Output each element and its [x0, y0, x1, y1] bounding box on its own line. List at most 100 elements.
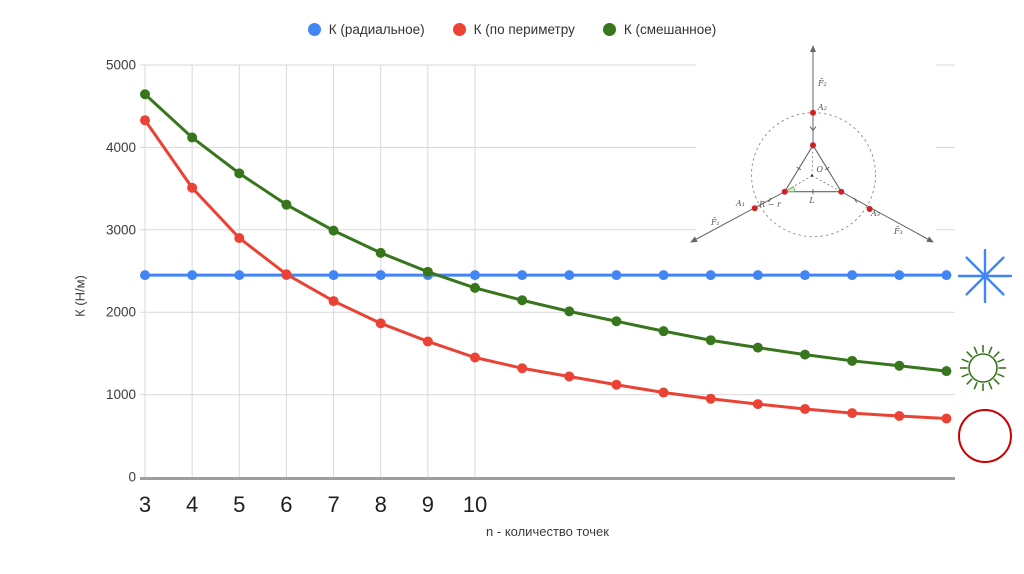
series-line-2 [143, 93, 947, 373]
data-point [234, 270, 245, 281]
data-point [611, 379, 622, 390]
y-tick-label: 0 [128, 470, 136, 485]
data-point [705, 270, 716, 281]
center-dot [810, 174, 814, 177]
data-point [564, 371, 575, 382]
data-point [894, 360, 905, 371]
svg-text:F̄₁: F̄₁ [710, 218, 720, 227]
data-point [752, 399, 763, 410]
data-point [281, 199, 292, 210]
data-point [470, 352, 480, 363]
data-point [140, 115, 150, 126]
data-point [422, 336, 433, 347]
data-point [328, 270, 339, 281]
sun-shape [960, 345, 1006, 391]
data-point [564, 270, 575, 281]
sun-ray [961, 358, 969, 363]
sun-ray [966, 378, 973, 385]
x-tick-label: 4 [186, 492, 198, 517]
data-point [941, 413, 952, 424]
data-point [187, 182, 198, 193]
diagram-background [696, 38, 936, 252]
x-axis-title: n - количество точек [486, 524, 609, 539]
chart-legend: К (радиальное) К (по периметру К (смешан… [0, 22, 1024, 37]
sun-ray [961, 373, 969, 378]
data-point [894, 270, 905, 281]
y-tick-label: 2000 [106, 305, 136, 320]
data-point [140, 270, 150, 281]
data-point [517, 295, 528, 306]
data-point [470, 270, 480, 281]
x-tick-label: 8 [375, 492, 387, 517]
data-point [800, 404, 810, 415]
data-point [470, 282, 480, 293]
svg-text:L: L [808, 196, 814, 205]
data-point [234, 233, 245, 244]
data-point [752, 342, 763, 353]
legend-item-mixed: К (смешанное) [602, 22, 716, 37]
data-point [328, 225, 339, 236]
x-tick-label: 10 [463, 492, 487, 517]
data-point [847, 270, 858, 281]
data-point [847, 355, 858, 366]
segment-ticks [768, 126, 858, 203]
x-tick-label: 7 [327, 492, 339, 517]
y-tick-label: 1000 [106, 387, 136, 402]
data-point [375, 247, 386, 258]
svg-text:A₁: A₁ [735, 199, 745, 208]
data-point [234, 168, 245, 179]
data-point [375, 318, 386, 329]
data-point [705, 393, 716, 404]
series-line-1 [143, 119, 947, 420]
legend-item-perimeter: К (по периметру [452, 22, 575, 37]
data-point [658, 270, 669, 281]
data-point [611, 316, 622, 327]
mixed-arrangement-icon [960, 345, 1006, 391]
data-point [375, 270, 386, 281]
y-tick-label: 5000 [106, 58, 136, 73]
data-point [800, 270, 810, 281]
radii-dashed [784, 145, 842, 193]
spring-geometry-diagram: F̄₂ A₂ O L R − r A₁ F̄₁ A₃ F̄₃ [690, 38, 936, 252]
sun-ray [973, 346, 978, 354]
svg-text:F̄₂: F̄₂ [817, 79, 827, 88]
y-axis-title: К (Н/м) [72, 275, 88, 317]
data-point [894, 411, 905, 422]
svg-text:A₃: A₃ [870, 209, 880, 218]
data-point [752, 270, 763, 281]
legend-marker-mixed-icon [602, 23, 616, 36]
data-point [281, 269, 292, 280]
force-rays [690, 45, 934, 243]
data-point [328, 296, 339, 307]
data-point [847, 408, 858, 419]
legend-label-perimeter: К (по периметру [473, 22, 575, 37]
radial-arrangement-icon [958, 249, 1012, 303]
legend-label-radial: К (радиальное) [328, 22, 425, 37]
sun-ray [997, 373, 1005, 378]
data-point [941, 366, 952, 377]
y-tick-label: 4000 [106, 140, 136, 155]
data-point [187, 132, 198, 143]
sun-ray [988, 382, 993, 390]
data-point [517, 270, 528, 281]
data-point [705, 335, 716, 346]
spring-points [751, 109, 873, 212]
legend-item-radial: К (радиальное) [307, 22, 425, 37]
x-tick-label: 3 [139, 492, 151, 517]
sun-ray [993, 378, 1000, 385]
y-tick-label: 3000 [106, 222, 136, 237]
data-point [658, 326, 669, 337]
data-point [517, 363, 528, 374]
data-point [422, 266, 433, 277]
data-point [140, 89, 150, 100]
perimeter-arrangement-icon [958, 409, 1012, 463]
data-point [941, 270, 952, 281]
data-point [658, 387, 669, 398]
x-tick-label: 5 [233, 492, 245, 517]
x-tick-label: 9 [422, 492, 434, 517]
data-point [611, 270, 622, 281]
sun-ray [973, 382, 978, 390]
svg-text:A₂: A₂ [817, 103, 827, 112]
sun-ray [997, 358, 1005, 363]
